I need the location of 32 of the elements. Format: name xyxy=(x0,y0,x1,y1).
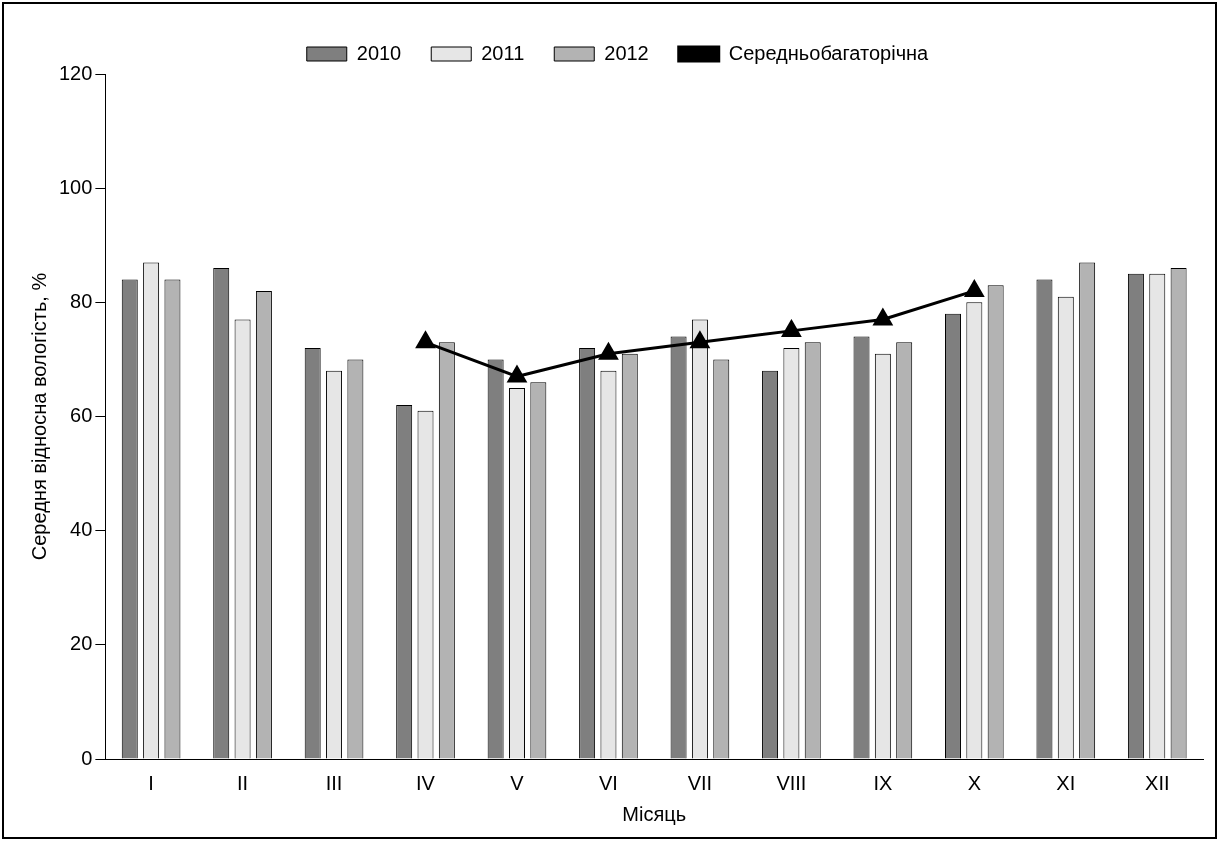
x-tick-label: VI xyxy=(599,771,618,794)
x-tick-label: III xyxy=(325,771,343,794)
legend-label: 2012 xyxy=(604,41,649,64)
legend-label: Середньобагаторічна xyxy=(728,41,930,64)
point xyxy=(782,320,801,337)
y-tick-label: 60 xyxy=(70,404,93,427)
x-tick-label: XII xyxy=(1145,771,1170,794)
legend-label: 2010 xyxy=(356,41,402,64)
point xyxy=(599,343,618,360)
point xyxy=(507,366,527,383)
y-axis-title: Середня відносна вологість, % xyxy=(27,272,50,561)
x-tick-label: IX xyxy=(873,771,893,794)
x-tick-label: XI xyxy=(1056,771,1076,794)
x-tick-label: VIII xyxy=(776,771,807,794)
x-tick-label: VII xyxy=(687,771,713,794)
y-tick-label: 120 xyxy=(58,61,93,84)
x-tick-label: V xyxy=(510,771,525,794)
point xyxy=(965,280,984,297)
point xyxy=(873,308,893,326)
x-tick-label: I xyxy=(148,771,154,794)
x-tick-label: IV xyxy=(416,771,436,794)
y-tick-label: 0 xyxy=(81,746,93,769)
x-axis-title: Місяць xyxy=(622,802,687,825)
x-tick-label: II xyxy=(237,771,249,794)
legend-label: 2011 xyxy=(481,41,525,64)
y-tick-label: 20 xyxy=(70,632,93,655)
y-tick-label: 40 xyxy=(70,518,93,541)
point xyxy=(690,331,710,349)
x-tick-label: X xyxy=(967,771,981,794)
y-tick-label: 80 xyxy=(70,289,93,312)
y-tick-label: 100 xyxy=(58,175,93,198)
point xyxy=(416,331,435,349)
